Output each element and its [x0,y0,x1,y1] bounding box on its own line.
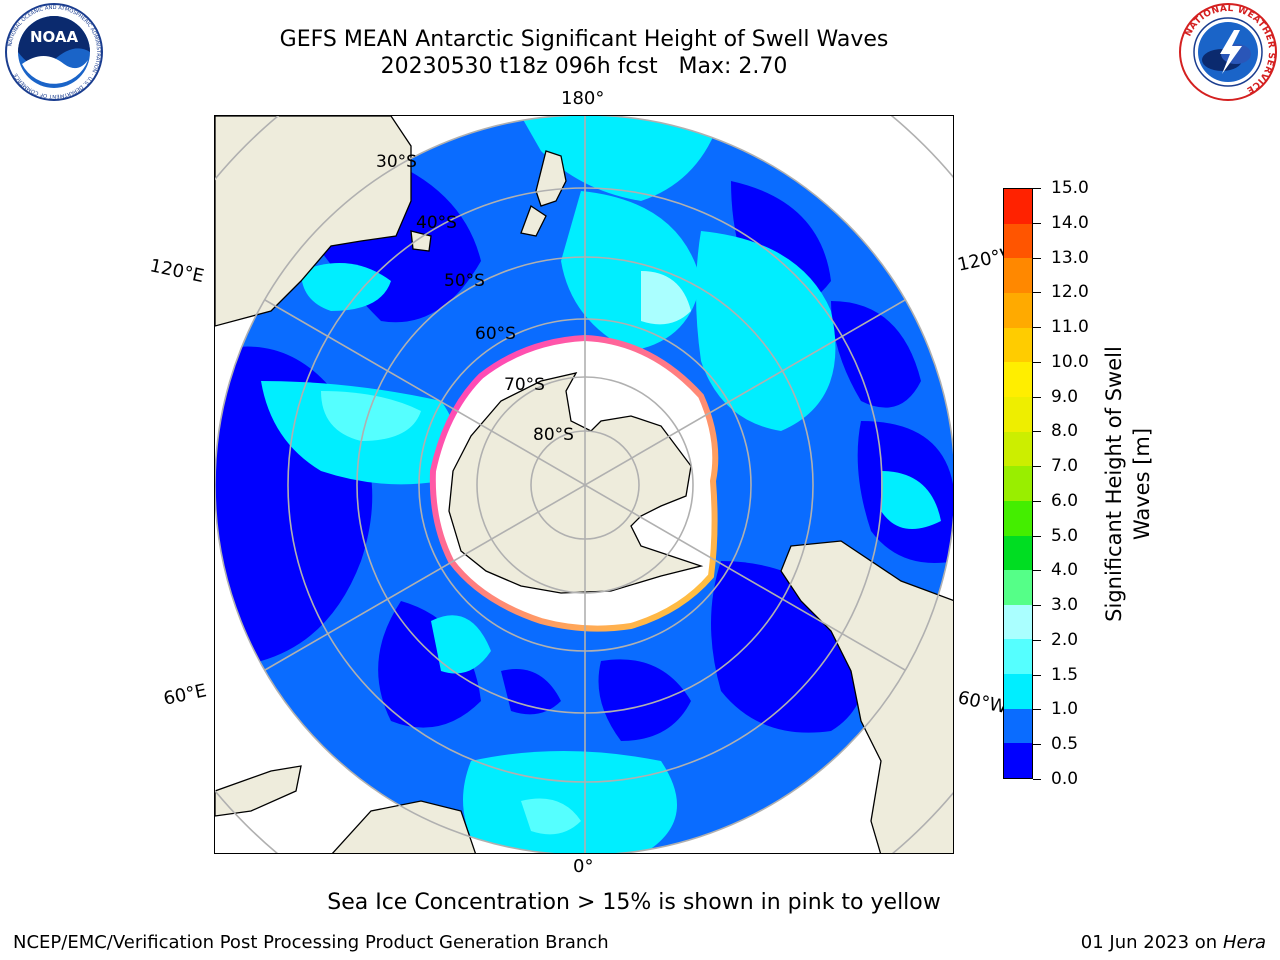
lat-label-60s: 60°S [475,324,516,344]
colorbar-tick-label: 15.0 [1051,178,1089,198]
colorbar-segment [1004,327,1032,363]
colorbar-tick-label: 13.0 [1051,247,1089,268]
colorbar-tick-label: 7.0 [1051,456,1079,477]
colorbar-segment [1004,535,1032,571]
colorbar-tick-label: 1.0 [1051,699,1079,720]
sea-ice-caption: Sea Ice Concentration > 15% is shown in … [327,890,941,915]
chart-subtitle: 20230530 t18z 096h fcst Max: 2.70 [380,54,788,79]
colorbar-tick [1033,639,1041,641]
colorbar-tick [1033,535,1041,537]
colorbar-tick-label: 11.0 [1051,317,1089,338]
noaa-logo-text: NOAA [30,28,79,46]
colorbar-tick [1033,709,1041,711]
colorbar-tick [1033,222,1041,224]
colorbar-tick [1033,674,1041,676]
colorbar-tick-label: 9.0 [1051,386,1079,407]
colorbar-tick [1033,500,1041,502]
colorbar-segment [1004,674,1032,709]
colorbar-tick-label: 8.0 [1051,421,1079,442]
colorbar-segment [1004,743,1032,778]
colorbar-tick-label: 14.0 [1051,212,1089,233]
graticule [215,116,953,853]
polar-map [215,116,953,853]
africa [331,800,477,853]
footer-date: 01 Jun 2023 on Hera [1081,932,1266,954]
colorbar-tick-label: 0.0 [1051,769,1079,789]
chart-title: GEFS MEAN Antarctic Significant Height o… [279,27,889,52]
madagascar [215,765,302,817]
lat-label-50s: 50°S [444,271,485,291]
south-america [780,540,953,853]
colorbar-tick [1033,396,1041,398]
lon-label-60w: 60°W [955,687,1009,719]
new-zealand-south [520,205,547,237]
colorbar-tick [1033,779,1041,780]
lon-label-120e: 120°E [147,255,206,288]
footer-host: Hera [1222,932,1266,953]
colorbar-tick-label: 5.0 [1051,525,1079,546]
colorbar-tick [1033,605,1041,607]
colorbar-tick [1033,188,1041,189]
footer-date-text: 01 Jun 2023 on [1080,932,1218,953]
lon-label-60e: 60°E [161,680,209,710]
colorbar-segment [1004,708,1032,744]
land-masses [215,116,953,853]
colorbar-tick [1033,257,1041,259]
colorbar-title: Significant Height of Swell Waves [m] [1102,346,1154,622]
map-panel [214,115,954,854]
colorbar-tick-label: 4.0 [1051,560,1079,581]
colorbar-tick [1033,744,1041,746]
swell-field [215,116,953,853]
colorbar-tick [1033,570,1041,572]
colorbar-tick-label: 12.0 [1051,282,1089,303]
colorbar-segment [1004,223,1032,259]
colorbar-segment [1004,362,1032,397]
colorbar-segment [1004,570,1032,605]
colorbar-tick-label: 10.0 [1051,351,1089,372]
colorbar-tick [1033,431,1041,433]
lat-label-80s: 80°S [533,425,574,445]
colorbar-tick-label: 2.0 [1051,629,1079,650]
colorbar-tick [1033,466,1041,468]
colorbar-tick [1033,292,1041,294]
lat-label-30s: 30°S [376,152,417,172]
colorbar-tick-label: 1.5 [1051,664,1079,685]
colorbar-tick [1033,361,1041,363]
lat-label-40s: 40°S [416,213,457,233]
colorbar-segment [1004,189,1032,224]
colorbar-segment [1004,466,1032,501]
colorbar-tick-label: 0.5 [1051,734,1079,755]
colorbar-segment [1004,396,1032,432]
australia [215,116,412,327]
lon-label-180: 180° [561,88,605,109]
lat-label-70s: 70°S [504,375,545,395]
colorbar-segment [1004,604,1032,640]
colorbar-segment [1004,258,1032,294]
colorbar-segment [1004,639,1032,675]
colorbar-segment [1004,293,1032,328]
colorbar [1003,188,1033,779]
colorbar-tick-label: 6.0 [1051,490,1079,511]
footer-credit: NCEP/EMC/Verification Post Processing Pr… [13,932,609,953]
colorbar-segment [1004,500,1032,536]
lon-label-0: 0° [573,856,594,877]
colorbar-segment [1004,431,1032,467]
colorbar-tick-label: 3.0 [1051,595,1079,616]
nws-logo: NATIONAL WEATHER SERVICE [1179,3,1277,101]
new-zealand [535,150,567,207]
noaa-logo: NOAA NATIONAL OCEANIC AND ATMOSPHERIC AD… [5,3,103,101]
antarctica [448,372,704,594]
colorbar-tick [1033,327,1041,329]
